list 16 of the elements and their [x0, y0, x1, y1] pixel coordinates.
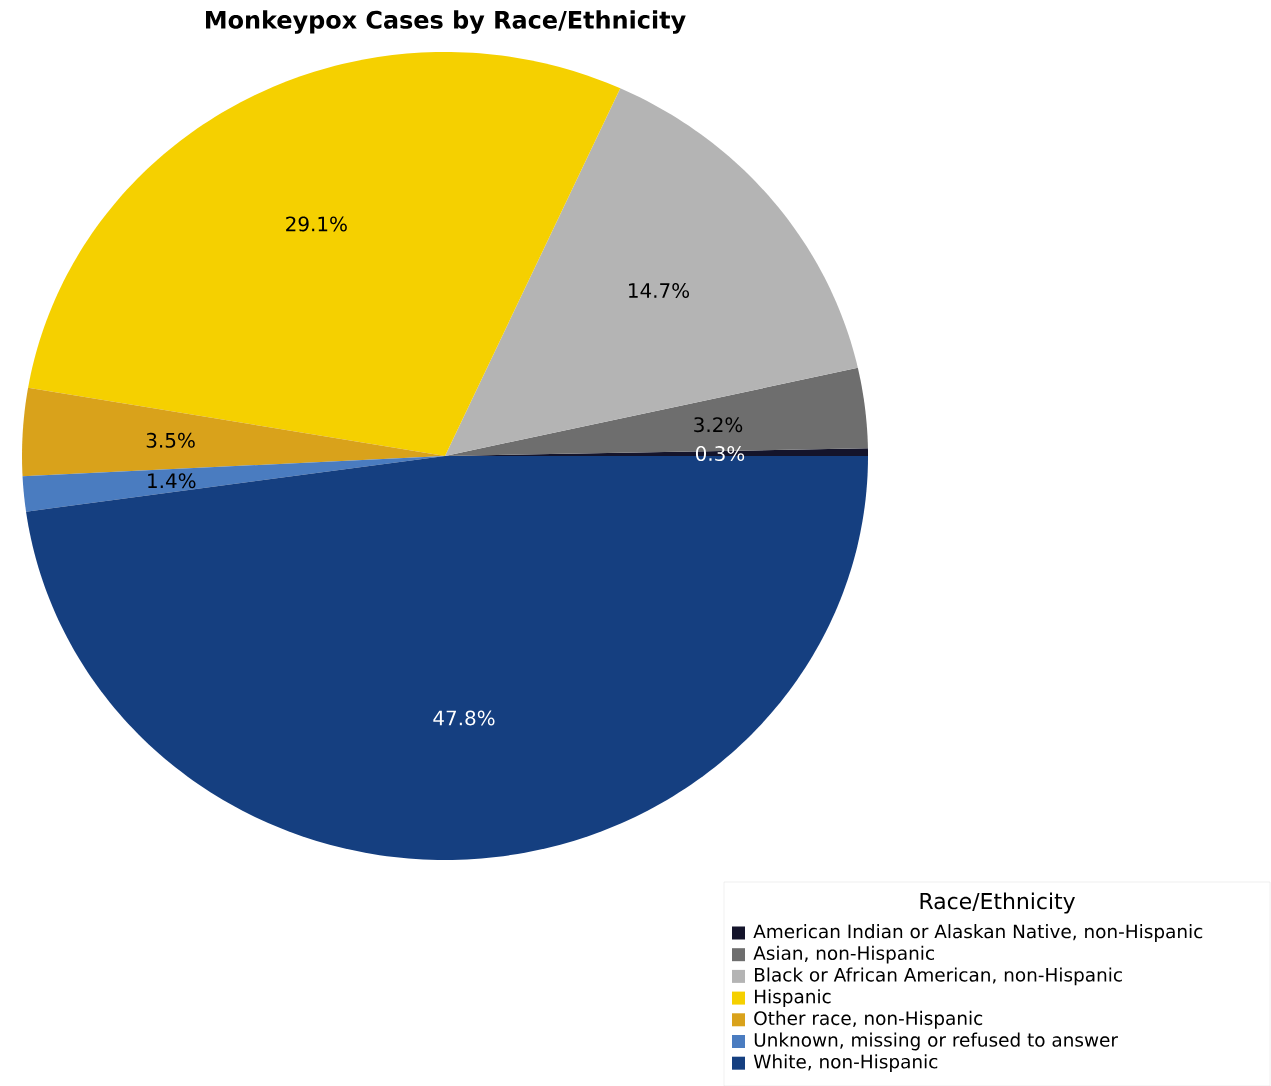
chart-title: Monkeypox Cases by Race/Ethnicity — [206, 10, 686, 34]
data-label: 14.7% — [629, 282, 690, 298]
data-label: 1.4% — [148, 473, 196, 489]
data-label: 47.8% — [433, 710, 495, 726]
legend-label: Unknown, missing or refused to answer — [754, 1032, 1118, 1051]
legend-label: Hispanic — [755, 989, 831, 1007]
legend-label: Asian, non-Hispanic — [753, 945, 934, 964]
legend-label: Black or African American, non-Hispanic — [755, 967, 1122, 986]
data-label: 0.3% — [695, 445, 745, 461]
legend-title: Race/Ethnicity — [920, 892, 1075, 914]
data-label: 29.1% — [286, 216, 347, 232]
legend-label: White, non-Hispanic — [753, 1054, 938, 1073]
data-label: 3.5% — [146, 432, 195, 448]
legend-label: Other race, non-Hispanic — [754, 1010, 983, 1029]
data-label: 3.2% — [694, 417, 743, 433]
legend-label: American Indian or Alaskan Native, non-Hispanic — [753, 923, 1203, 942]
